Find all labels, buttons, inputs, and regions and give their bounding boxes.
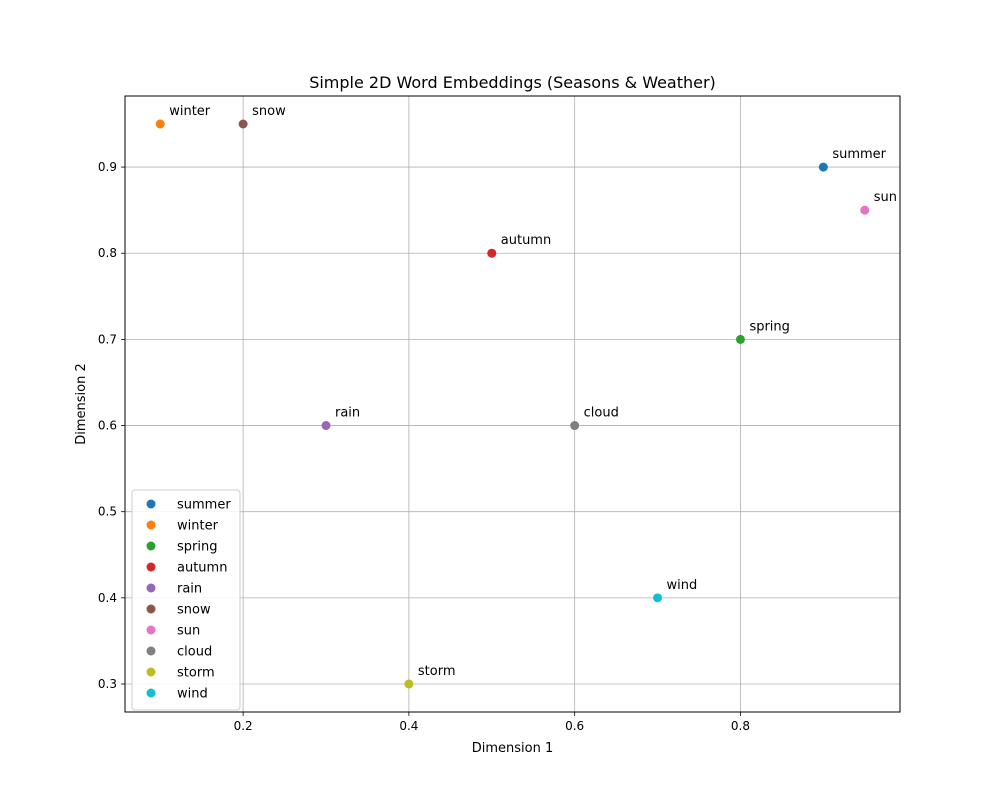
x-tick-label: 0.4: [399, 719, 418, 733]
point-label-autumn: autumn: [501, 233, 551, 248]
point-rain: [321, 421, 331, 431]
legend-marker-rain: [146, 583, 156, 593]
grid-layer: [125, 96, 900, 712]
y-axis-label: Dimension 2: [74, 363, 89, 445]
x-tick-label: 0.6: [565, 719, 584, 733]
legend-marker-wind: [146, 688, 156, 698]
legend-marker-sun: [146, 625, 156, 635]
y-tick-label: 0.4: [98, 591, 117, 605]
y-tick-label: 0.7: [98, 332, 117, 346]
point-spring: [735, 334, 745, 344]
legend-entry-snow: snow: [177, 603, 211, 618]
legend-marker-autumn: [146, 562, 156, 572]
point-label-rain: rain: [335, 406, 360, 421]
point-label-cloud: cloud: [584, 406, 619, 421]
point-label-sun: sun: [874, 190, 897, 205]
chart-title: Simple 2D Word Embeddings (Seasons & Wea…: [309, 73, 716, 92]
plot-area-frame: [124, 95, 901, 713]
x-tick-label: 0.8: [731, 719, 750, 733]
legend-entry-sun: sun: [177, 624, 200, 639]
point-label-spring: spring: [749, 319, 789, 334]
legend-entry-rain: rain: [177, 582, 202, 597]
legend-marker-winter: [146, 520, 156, 530]
y-tick-label: 0.9: [98, 160, 117, 174]
points-layer: [155, 119, 870, 689]
x-axis-label: Dimension 1: [472, 741, 554, 756]
point-wind: [653, 593, 663, 603]
point-label-snow: snow: [252, 104, 286, 119]
legend-entry-cloud: cloud: [177, 645, 212, 660]
y-tick-label: 0.5: [98, 505, 117, 519]
legend-marker-cloud: [146, 646, 156, 656]
point-label-summer: summer: [832, 147, 886, 162]
point-label-storm: storm: [418, 664, 456, 679]
point-label-wind: wind: [667, 578, 698, 593]
point-label-winter: winter: [169, 104, 211, 119]
legend-marker-summer: [146, 499, 156, 509]
x-tick-label: 0.2: [234, 719, 253, 733]
point-labels-layer: summer winter spring autumn rain snow sun cloud…: [169, 104, 897, 679]
point-autumn: [487, 248, 497, 258]
legend-entry-summer: summer: [177, 498, 231, 513]
point-cloud: [570, 421, 580, 431]
point-storm: [404, 679, 414, 689]
y-tick-label: 0.6: [98, 419, 117, 433]
y-tick-label: 0.8: [98, 246, 117, 260]
legend-entry-wind: wind: [177, 687, 208, 702]
legend-entry-spring: spring: [177, 540, 217, 555]
legend-box: [131, 489, 241, 711]
legend-marker-snow: [146, 604, 156, 614]
legend-entry-autumn: autumn: [177, 561, 227, 576]
legend-entry-winter: winter: [177, 519, 219, 534]
point-winter: [155, 119, 165, 129]
point-snow: [238, 119, 248, 129]
point-sun: [860, 205, 870, 215]
legend-marker-spring: [146, 541, 156, 551]
legend: summer winter spring autumn rain snow sun cloud…: [131, 489, 241, 711]
y-tick-label: 0.3: [98, 677, 117, 691]
legend-marker-storm: [146, 667, 156, 677]
axis-ticks-layer: 0.2 0.4 0.6 0.8 0.3 0.4 0.5 0.6 0.7 0.8 0.9: [98, 160, 750, 733]
point-summer: [818, 162, 828, 172]
legend-entry-storm: storm: [177, 666, 215, 681]
